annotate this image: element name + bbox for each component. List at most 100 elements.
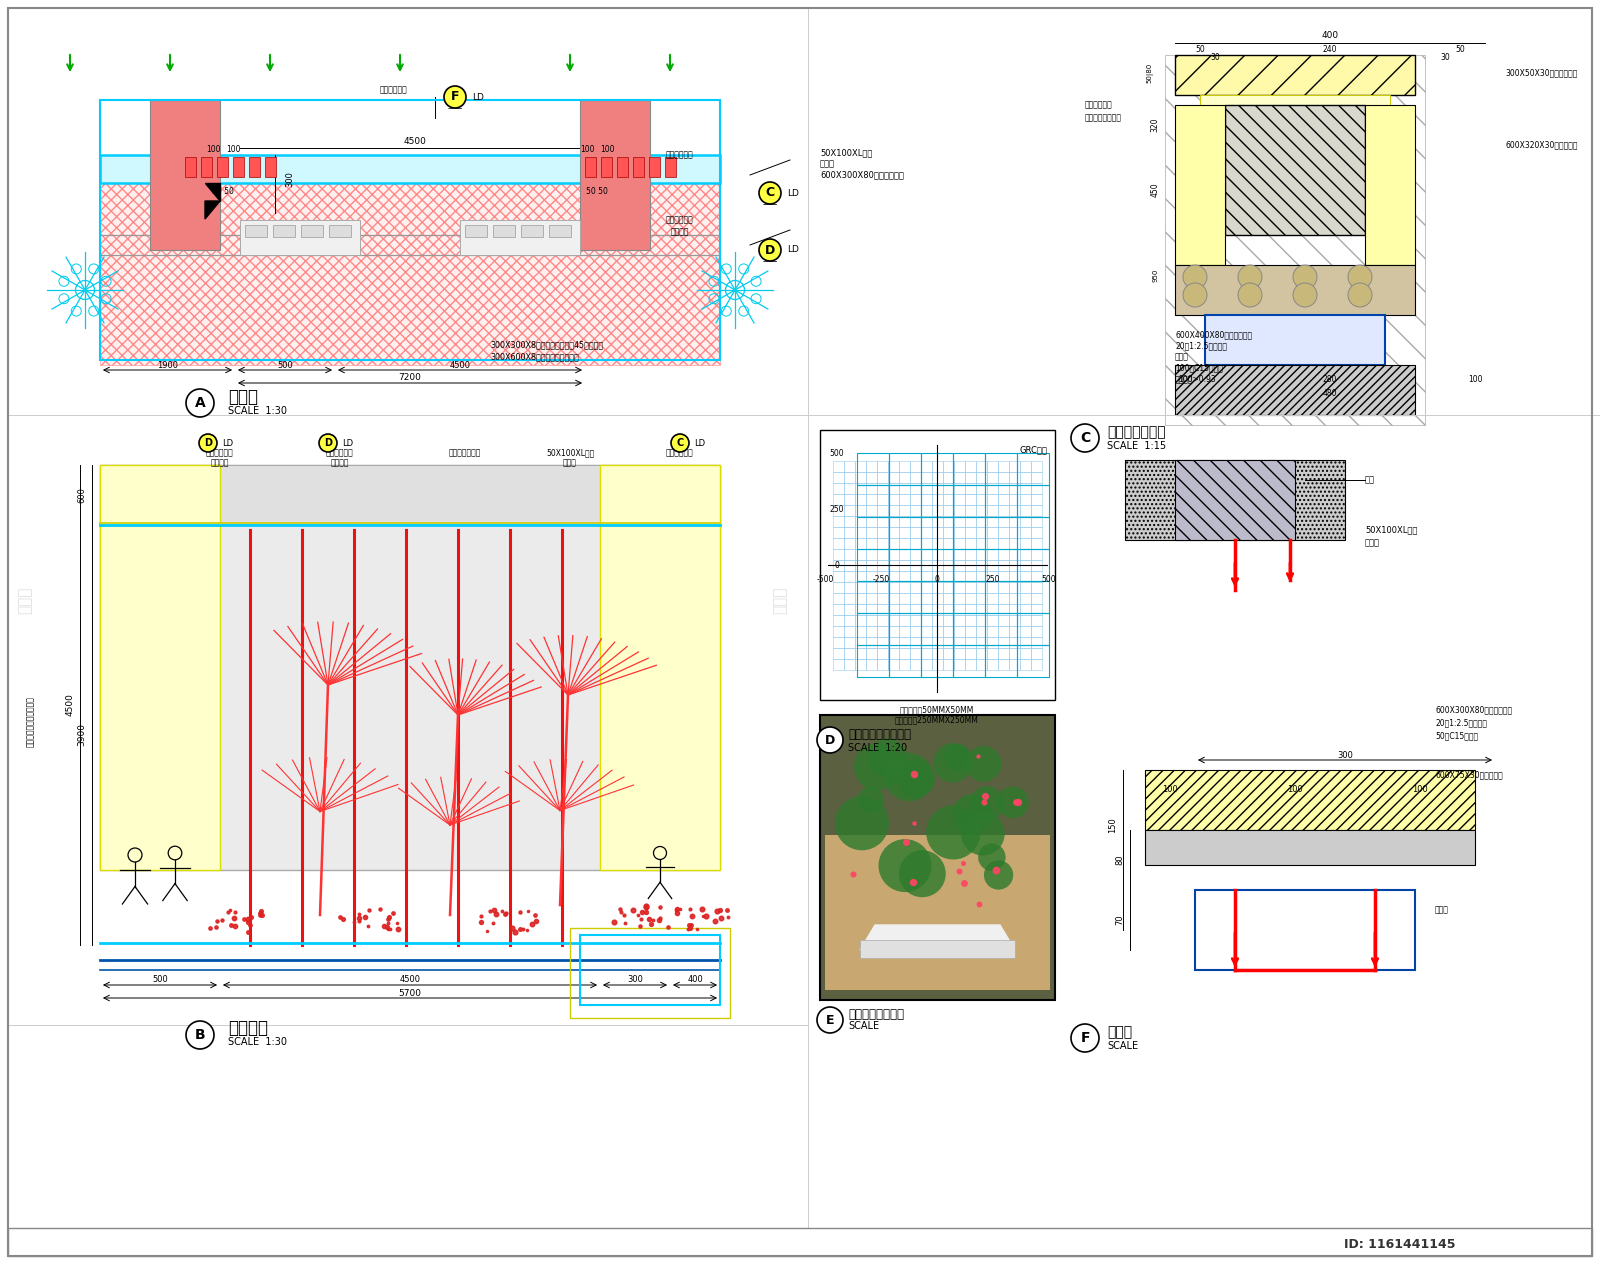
Bar [1075, 430, 1586, 1020]
Bar [910, 494, 922, 506]
Circle shape [984, 861, 1013, 890]
Bar [899, 506, 910, 516]
Bar [954, 483, 965, 494]
Text: znzmo.com: znzmo.com [370, 279, 430, 320]
Bar [888, 616, 899, 626]
Text: 木色漆: 木色漆 [1365, 538, 1379, 547]
Bar [866, 626, 877, 637]
Bar [866, 527, 877, 538]
Circle shape [970, 786, 1003, 820]
Bar [965, 659, 976, 670]
Bar [954, 659, 965, 670]
Bar [998, 506, 1010, 516]
Bar [1030, 560, 1042, 571]
Circle shape [198, 434, 218, 453]
Bar [888, 648, 899, 659]
Bar [854, 560, 866, 571]
Bar [888, 506, 899, 516]
Bar [866, 648, 877, 659]
Bar [922, 571, 931, 581]
Bar [922, 485, 954, 517]
Text: 顶板件: 顶板件 [1435, 905, 1450, 914]
Bar [854, 604, 866, 616]
Bar [976, 506, 987, 516]
Text: 400: 400 [1322, 30, 1339, 39]
Circle shape [978, 843, 1006, 871]
Bar [998, 527, 1010, 538]
Bar [1021, 626, 1030, 637]
Circle shape [818, 727, 843, 753]
Text: A: A [195, 396, 205, 410]
Text: 600X300X80基板面黄锈石: 600X300X80基板面黄锈石 [1435, 705, 1512, 714]
Bar [965, 560, 976, 571]
Text: D: D [765, 244, 774, 257]
Bar [965, 637, 976, 648]
Bar [1165, 56, 1426, 425]
Bar [834, 494, 845, 506]
Bar [922, 517, 954, 549]
Bar [877, 604, 888, 616]
Bar [922, 604, 931, 616]
Text: 500: 500 [152, 976, 168, 985]
Bar [976, 483, 987, 494]
Bar [942, 516, 954, 527]
Text: 600X320X30贴面黄锈石: 600X320X30贴面黄锈石 [1506, 140, 1578, 149]
Bar [1021, 637, 1030, 648]
Bar [954, 645, 986, 678]
Bar [1030, 506, 1042, 516]
Bar [234, 157, 243, 177]
Bar [922, 581, 954, 613]
Bar [998, 571, 1010, 581]
Bar [19, 59, 800, 375]
Text: 角钢: 角钢 [1365, 475, 1374, 484]
Bar [922, 549, 931, 560]
Bar [890, 613, 922, 645]
Bar [986, 453, 1018, 485]
Bar [998, 648, 1010, 659]
Circle shape [997, 786, 1029, 818]
Bar [976, 604, 987, 616]
Text: 大网格尺寸250MMX250MM: 大网格尺寸250MMX250MM [894, 715, 979, 724]
Bar [910, 604, 922, 616]
Bar [888, 581, 899, 593]
Bar [1174, 105, 1226, 265]
Bar [1018, 645, 1050, 678]
Bar [1021, 538, 1030, 549]
Bar [942, 506, 954, 516]
Bar [1030, 604, 1042, 616]
Bar [834, 483, 845, 494]
Bar [854, 626, 866, 637]
Bar [845, 538, 854, 549]
Circle shape [1293, 265, 1317, 289]
Text: 平面图: 平面图 [229, 388, 258, 406]
Circle shape [933, 743, 973, 782]
Bar [1021, 527, 1030, 538]
Bar [866, 549, 877, 560]
Bar [330, 225, 350, 238]
Bar [942, 604, 954, 616]
Text: SCALE: SCALE [1107, 1042, 1138, 1050]
Bar [1010, 648, 1021, 659]
Bar [845, 593, 854, 604]
Bar [866, 461, 877, 471]
Bar [99, 465, 720, 870]
Bar [854, 527, 866, 538]
Bar [954, 527, 965, 538]
Bar [954, 616, 965, 626]
Bar [1021, 593, 1030, 604]
Bar [202, 157, 211, 177]
Bar [1030, 483, 1042, 494]
Bar [834, 461, 845, 471]
Bar [931, 506, 942, 516]
Bar [922, 461, 931, 471]
Bar [1195, 890, 1414, 969]
Text: 成品花钵详见: 成品花钵详见 [326, 449, 354, 458]
Bar [854, 506, 866, 516]
Bar [931, 538, 942, 549]
Bar [1205, 315, 1386, 365]
Text: 特色坐凳详见: 特色坐凳详见 [666, 449, 694, 458]
Bar [1021, 571, 1030, 581]
Text: 剖面图: 剖面图 [1107, 1025, 1133, 1039]
Circle shape [869, 738, 907, 777]
Bar [877, 461, 888, 471]
